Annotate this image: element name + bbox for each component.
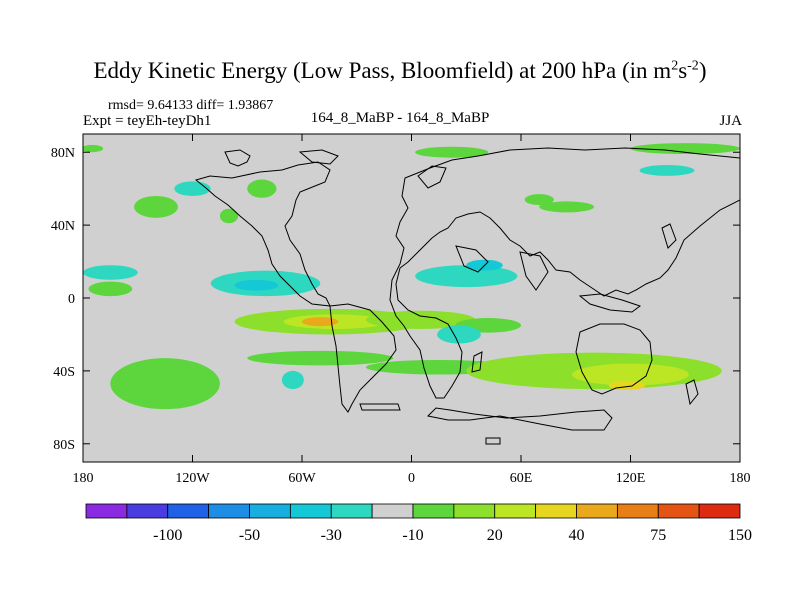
contour-region-tropical-west-pacific <box>88 281 133 297</box>
contour-region-europe-blob <box>524 194 554 206</box>
x-tick-label: 0 <box>408 471 415 486</box>
colorbar: -100 -50 -30 -10 20 40 75 150 <box>85 503 752 544</box>
coastline-arctic-islands <box>298 149 339 165</box>
coastline-north-america <box>194 161 331 307</box>
colorbar-swatch <box>208 503 250 519</box>
colorbar-swatch <box>616 503 659 519</box>
colorbar-swatch <box>494 503 537 519</box>
x-tick-label: 120W <box>175 471 210 486</box>
contour-region-indian-ocean-core <box>572 363 689 386</box>
coastline-antarctic-island <box>485 437 501 445</box>
contour-region-north-america-blob <box>219 208 239 224</box>
colorbar-label: 40 <box>569 527 585 544</box>
contour-region-north-pacific-blob-2 <box>247 179 277 198</box>
coastline-south-america <box>329 303 397 413</box>
x-tick-label: 120E <box>616 471 646 486</box>
season-label: JJA <box>719 113 742 129</box>
stats-line: rmsd= 9.64133 diff= 1.93867 <box>108 98 274 113</box>
coastline-indonesia <box>578 293 642 313</box>
colorbar-label: 20 <box>487 527 503 544</box>
colorbar-swatch <box>698 503 741 519</box>
x-tick-label: 60W <box>288 471 316 486</box>
contour-region-arctic-west <box>83 144 104 153</box>
colorbar-swatch <box>371 503 414 519</box>
y-tick-label: 40S <box>53 365 75 380</box>
contour-region-africa-minus <box>437 325 481 344</box>
expt-label: Expt = teyEh-teyDh1 <box>83 113 212 129</box>
coastline-greenland <box>224 149 251 167</box>
case-label: 164_8_MaBP - 164_8_MaBP <box>310 110 490 126</box>
contour-region-asia-minus <box>639 164 695 176</box>
contour-region-south-minus <box>281 370 304 390</box>
contour-regions <box>83 143 740 410</box>
y-tick-label: 80N <box>51 146 75 161</box>
coastline-australia <box>575 323 653 395</box>
contour-region-north-pacific-blob <box>134 195 178 218</box>
coastline-madagascar <box>471 351 483 373</box>
colorbar-swatch <box>657 503 700 519</box>
y-tick-label: 0 <box>68 292 75 307</box>
colorbar-swatch <box>576 503 618 519</box>
x-tick-label: 60E <box>510 471 533 486</box>
colorbar-label: -30 <box>321 527 342 544</box>
contour-region-north-atlantic-blob <box>415 146 489 158</box>
x-tick-label: 180 <box>73 471 94 486</box>
contour-region-atlantic-minus <box>415 265 518 288</box>
x-tick-label: 180 <box>730 471 751 486</box>
colorbar-swatch <box>535 503 577 519</box>
contour-region-south-pacific-band <box>247 350 394 366</box>
colorbar-swatch <box>330 503 373 519</box>
colorbar-label: -10 <box>402 527 423 544</box>
contour-region-south-pacific-west <box>110 358 220 410</box>
y-tick-label: 40N <box>51 219 75 234</box>
contour-region-asia-north-blob <box>539 201 594 213</box>
colorbar-swatch <box>249 503 291 519</box>
colorbar-label: 150 <box>728 527 752 544</box>
colorbar-swatch <box>126 503 169 519</box>
coastline-scandinavia <box>417 165 447 189</box>
colorbar-swatch <box>167 503 210 519</box>
coastline-eurasia-africa <box>389 147 740 399</box>
coastline-antarctic-peninsula <box>359 403 401 411</box>
contour-region-pacific-north-minus <box>174 181 211 196</box>
y-tick-label: 80S <box>53 438 75 453</box>
axis-ticks: 180 120W 60W 0 60E 120E 180 80N 40N 0 40S 80S <box>51 134 751 486</box>
coastline-japan <box>661 223 677 249</box>
contour-region-east-pacific-minus <box>83 265 138 280</box>
colorbar-swatch <box>85 503 128 519</box>
contour-region-west-pacific-minus-core <box>234 279 279 291</box>
plot-title: Eddy Kinetic Energy (Low Pass, Bloomfiel… <box>93 58 707 83</box>
contour-region-arctic-east <box>630 143 740 155</box>
coastline-arabia <box>455 245 489 273</box>
contour-region-tropical-jet-max <box>302 317 339 327</box>
coastline-india <box>519 251 549 291</box>
colorbar-swatch <box>289 503 332 519</box>
colorbar-label: 75 <box>650 527 666 544</box>
coastline-antarctica <box>426 407 613 431</box>
colorbar-label: -100 <box>153 527 182 544</box>
colorbar-swatch <box>412 503 455 519</box>
colorbar-label: -50 <box>239 527 260 544</box>
coastlines <box>194 147 740 445</box>
colorbar-swatch <box>453 503 496 519</box>
coastline-new-zealand <box>685 379 699 406</box>
